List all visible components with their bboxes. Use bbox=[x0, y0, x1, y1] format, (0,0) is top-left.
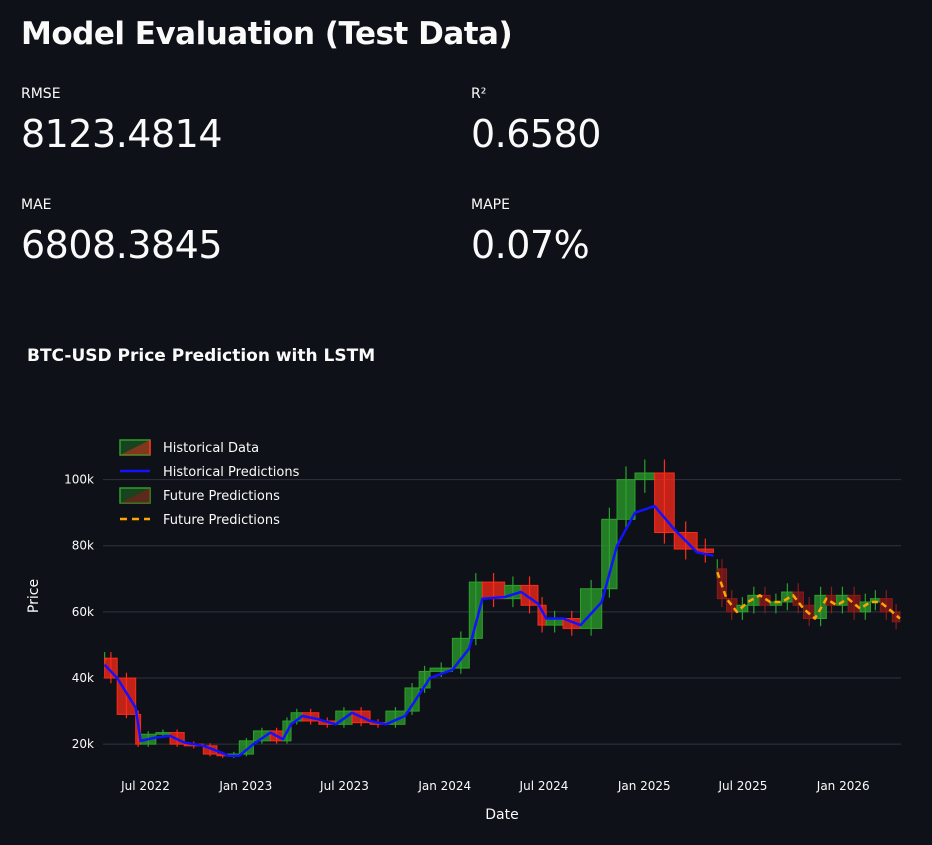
x-tick-label: Jan 2025 bbox=[617, 779, 671, 793]
page-title: Model Evaluation (Test Data) bbox=[21, 16, 513, 52]
metric-rmse: RMSE 8123.4814 bbox=[21, 86, 441, 156]
candle-body bbox=[759, 594, 771, 606]
grid-layer bbox=[103, 479, 901, 745]
metric-rmse-value: 8123.4814 bbox=[21, 112, 223, 156]
candle-body bbox=[879, 598, 893, 613]
chart-title: BTC-USD Price Prediction with LSTM bbox=[27, 346, 376, 366]
candle-body bbox=[404, 687, 420, 712]
series-2-candles bbox=[716, 559, 901, 630]
candle-body bbox=[847, 594, 861, 613]
x-tick-label: Jul 2023 bbox=[319, 779, 369, 793]
candle-body bbox=[654, 472, 675, 534]
metric-mape-label: MAPE bbox=[471, 197, 510, 213]
metric-mae-value: 6808.3845 bbox=[21, 223, 223, 267]
legend-item-historical-predictions[interactable]: Historical Predictions bbox=[120, 465, 300, 480]
y-tick-label: 60k bbox=[72, 605, 94, 619]
legend-item-future-predictions-candles[interactable]: Future Predictions bbox=[119, 487, 280, 504]
series-layer bbox=[103, 459, 901, 758]
candle-body bbox=[802, 604, 816, 619]
legend-item-future-predictions-line[interactable]: Future Predictions bbox=[120, 513, 280, 528]
legend-label-historical-data: Historical Data bbox=[163, 441, 259, 456]
x-tick-label: Jan 2024 bbox=[417, 779, 471, 793]
y-tick-label: 20k bbox=[72, 737, 94, 751]
candle-body bbox=[601, 518, 618, 590]
series-3-line bbox=[716, 571, 901, 620]
legend-item-historical-data[interactable]: Historical Data bbox=[119, 439, 259, 456]
candle-body bbox=[155, 732, 171, 735]
x-tick-label: Jan 2026 bbox=[816, 779, 870, 793]
candle-body bbox=[451, 637, 470, 669]
y-tick-label: 80k bbox=[72, 539, 94, 553]
x-tick-label: Jul 2025 bbox=[718, 779, 768, 793]
metric-mae-label: MAE bbox=[21, 197, 52, 213]
candle-body bbox=[634, 472, 656, 481]
candle-body bbox=[537, 604, 547, 626]
series-1-line bbox=[103, 504, 714, 757]
candle-body bbox=[781, 591, 794, 603]
x-tick-label: Jul 2022 bbox=[120, 779, 170, 793]
x-tick-label: Jul 2024 bbox=[519, 779, 569, 793]
candle-body bbox=[792, 591, 804, 606]
legend-swatch-future-candle-down bbox=[120, 488, 150, 503]
x-axis-title: Date bbox=[485, 807, 518, 823]
price-chart[interactable]: 20k 40k 60k 80k 100k Jul 2022 Jan 2023 Jul 2023… bbox=[0, 400, 932, 845]
ticks-layer: 20k 40k 60k 80k 100k Jul 2022 Jan 2023 Jul 2023… bbox=[64, 473, 870, 793]
metric-mae: MAE 6808.3845 bbox=[21, 197, 441, 267]
metric-r2-value: 0.6580 bbox=[471, 112, 601, 156]
y-tick-label: 40k bbox=[72, 671, 94, 685]
legend-label-future-predictions-2: Future Predictions bbox=[163, 513, 280, 528]
candle-body bbox=[836, 594, 849, 606]
y-axis-title: Price bbox=[26, 579, 42, 613]
x-tick-label: Jan 2023 bbox=[218, 779, 272, 793]
legend-swatch-candle-down bbox=[120, 440, 150, 455]
candle-body bbox=[859, 601, 871, 613]
series-0-candles bbox=[104, 459, 714, 758]
y-tick-label: 100k bbox=[64, 473, 94, 487]
legend-label-historical-predictions: Historical Predictions bbox=[163, 465, 300, 480]
candle-body bbox=[616, 479, 636, 520]
candle-body bbox=[468, 581, 483, 639]
metric-r2: R² 0.6580 bbox=[471, 86, 891, 156]
metric-mape-value: 0.07% bbox=[471, 223, 590, 267]
metric-mape: MAPE 0.07% bbox=[471, 197, 891, 267]
legend[interactable]: Historical Data Historical Predictions F… bbox=[119, 439, 300, 528]
metric-rmse-label: RMSE bbox=[21, 86, 61, 102]
metric-r2-label: R² bbox=[471, 86, 487, 102]
legend-label-future-predictions: Future Predictions bbox=[163, 489, 280, 504]
candle-body bbox=[238, 740, 254, 755]
